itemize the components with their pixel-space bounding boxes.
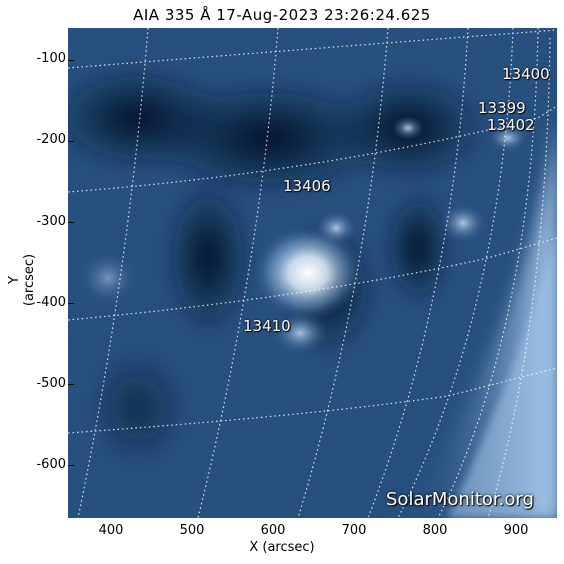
watermark: SolarMonitor.org	[386, 489, 534, 510]
x-axis-label: X (arcsec)	[249, 540, 315, 555]
region-label-13399: 13399	[478, 99, 526, 117]
y-tick-label: -100	[36, 51, 66, 66]
x-tick-label: 400	[98, 523, 124, 538]
y-tick-label: -200	[36, 132, 66, 147]
solar-limb	[408, 118, 557, 518]
y-axis-label: Y (arcsec)	[7, 253, 37, 307]
x-tick-label: 800	[422, 523, 448, 538]
heliographic-grid	[68, 28, 557, 518]
x-tick-label: 700	[341, 523, 367, 538]
x-tick-label: 500	[179, 523, 205, 538]
y-tick-mark	[68, 60, 74, 61]
x-tick-label: 900	[503, 523, 529, 538]
y-tick-mark	[68, 465, 74, 466]
y-tick-mark	[68, 303, 74, 304]
y-tick-label: -600	[36, 457, 66, 472]
image-title: AIA 335 Å 17-Aug-2023 23:26:24.625	[133, 6, 431, 24]
y-tick-mark	[68, 384, 74, 385]
region-label-13406: 13406	[283, 177, 331, 195]
region-label-13400: 13400	[502, 65, 550, 83]
solar-image-panel	[68, 28, 557, 518]
y-tick-label: -500	[36, 376, 66, 391]
region-label-13402: 13402	[487, 116, 535, 134]
y-tick-mark	[68, 222, 74, 223]
y-tick-mark	[68, 141, 74, 142]
x-tick-label: 600	[260, 523, 286, 538]
region-label-13410: 13410	[243, 317, 291, 335]
y-tick-label: -300	[36, 214, 66, 229]
active-regions-glow	[78, 116, 528, 355]
y-tick-label: -400	[36, 295, 66, 310]
solar-image	[68, 28, 557, 518]
